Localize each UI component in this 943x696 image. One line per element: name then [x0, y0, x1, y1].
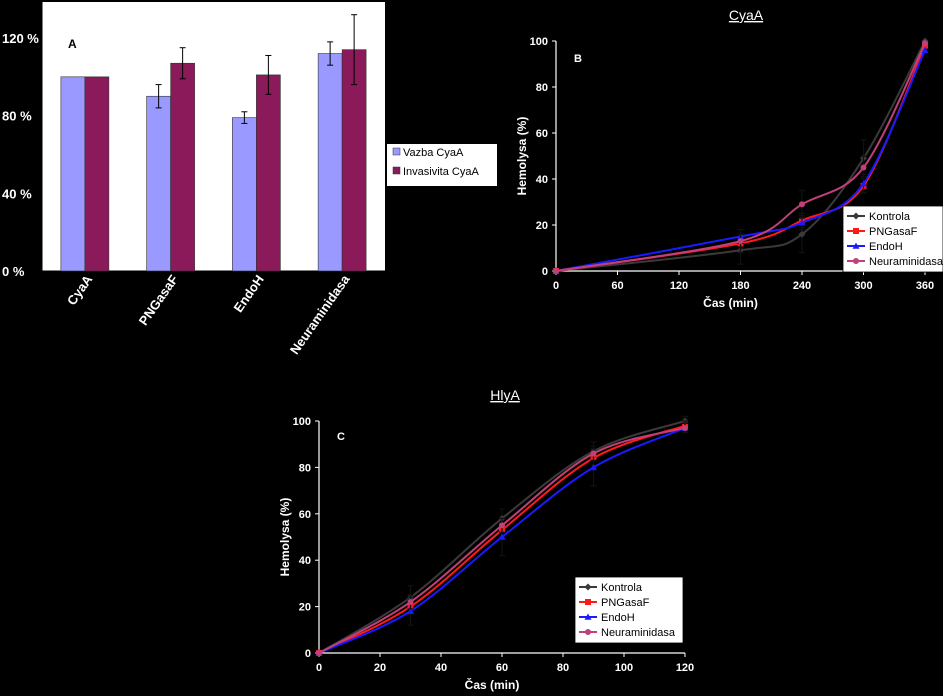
- y-tick-label: 20: [536, 220, 548, 232]
- bar-invasivita-cyaa-cyaa: [84, 76, 110, 272]
- bar-invasivita-cyaa-pngasaf: [170, 62, 195, 272]
- bar-vazba-cyaa-endoh: [232, 117, 257, 272]
- legend-swatch-invasivita-cyaa: [392, 166, 401, 175]
- x-tick-label: 0: [553, 280, 559, 292]
- y-tick-label: 40: [299, 555, 311, 567]
- marker-endoh: [407, 607, 414, 615]
- legend-marker-kontrola: [852, 212, 860, 220]
- legend-label-pngasaf: PNGasaF: [601, 597, 650, 609]
- panel-label: C: [337, 431, 345, 443]
- panel-label: B: [574, 53, 582, 65]
- panel-label: A: [68, 37, 77, 51]
- marker-neuraminidasa: [737, 238, 744, 245]
- y-tick-label: 120 %: [2, 31, 39, 46]
- marker-endoh: [860, 180, 867, 187]
- x-tick-label: 360: [916, 280, 934, 292]
- y-tick-label: 80: [536, 82, 548, 94]
- y-tick-label: 100: [293, 416, 311, 428]
- x-axis-label: Čas (min): [703, 295, 758, 310]
- legend-swatch-vazba-cyaa: [392, 147, 401, 156]
- x-tick-label: 60: [611, 280, 623, 292]
- bar-vazba-cyaa-cyaa: [60, 76, 86, 272]
- marker-kontrola: [798, 230, 806, 238]
- marker-neuraminidasa: [590, 450, 597, 457]
- x-tick-label: 180: [731, 280, 749, 292]
- y-tick-label: 100: [530, 36, 548, 48]
- legend-marker-neuraminidasa: [853, 258, 859, 264]
- bar-vazba-cyaa-pngasaf: [146, 95, 171, 272]
- legend-label-neuraminidasa: Neuraminidasa: [869, 256, 943, 268]
- y-tick-label: 0 %: [2, 264, 25, 279]
- x-tick-label: 120: [670, 280, 688, 292]
- x-tick-label: 0: [316, 662, 322, 674]
- legend-label-pngasaf: PNGasaF: [869, 226, 918, 238]
- legend-label-vazba-cyaa: Vazba CyaA: [403, 147, 464, 159]
- bar-invasivita-cyaa-neuraminidasa: [341, 49, 367, 272]
- x-tick-label: 80: [557, 662, 569, 674]
- y-tick-label: 0: [305, 648, 311, 660]
- marker-neuraminidasa: [316, 650, 322, 656]
- y-tick-label: 80 %: [2, 109, 32, 124]
- legend-label-endoh: EndoH: [869, 241, 903, 253]
- x-tick-label: 40: [435, 662, 447, 674]
- x-tick-label: 60: [496, 662, 508, 674]
- x-tick-label-cyaa: CyaA: [64, 272, 96, 308]
- legend-marker-pngasaf: [853, 228, 859, 234]
- panel-a-legend-background: [387, 144, 497, 186]
- marker-neuraminidasa: [922, 40, 928, 47]
- y-tick-label: 40: [536, 174, 548, 186]
- legend-marker-neuraminidasa: [585, 629, 591, 635]
- marker-endoh: [498, 533, 506, 540]
- legend-marker-kontrola: [584, 583, 592, 591]
- y-tick-label: 60: [536, 128, 548, 140]
- x-tick-label: 120: [676, 662, 694, 674]
- x-tick-label: 100: [615, 662, 633, 674]
- y-tick-label: 60: [299, 509, 311, 521]
- marker-neuraminidasa: [407, 598, 414, 605]
- bar-vazba-cyaa-neuraminidasa: [317, 53, 343, 272]
- bar-invasivita-cyaa-endoh: [256, 74, 281, 272]
- marker-neuraminidasa: [682, 424, 688, 431]
- marker-neuraminidasa: [860, 164, 867, 171]
- x-tick-label: 20: [374, 662, 386, 674]
- x-tick-label: 240: [793, 280, 811, 292]
- x-tick-label-neuraminidasa: Neuraminidasa: [287, 271, 353, 357]
- panel-a-bar-chart: 0 % 40 % 80 % 120 % A CyaA PNGasaF EndoH Neurami…: [2, 2, 479, 357]
- y-axis-label: Hemolysa (%): [515, 117, 529, 196]
- legend-label-kontrola: Kontrola: [601, 582, 643, 594]
- legend-marker-endoh: [852, 242, 860, 249]
- x-tick-label-pngasaf: PNGasaF: [136, 272, 181, 328]
- marker-neuraminidasa: [799, 201, 805, 208]
- x-tick-label-endoh: EndoH: [231, 272, 267, 315]
- x-axis-label: Čas (min): [465, 677, 520, 692]
- y-tick-label: 20: [299, 602, 311, 614]
- chart-title: CyaA: [729, 7, 764, 23]
- y-tick-label: 80: [299, 462, 311, 474]
- marker-endoh: [798, 219, 806, 226]
- chart-title: HlyA: [490, 387, 520, 403]
- legend-label-invasivita-cyaa: Invasivita CyaA: [403, 166, 479, 178]
- x-tick-label: 300: [854, 280, 872, 292]
- panel-b-cyaa-line-chart: CyaA 0 20 40 60 80 100 0 60 120 180 240 300 360 Čas (m…: [515, 7, 943, 310]
- marker-endoh: [921, 46, 929, 53]
- legend-marker-pngasaf: [585, 599, 591, 605]
- marker-neuraminidasa: [499, 522, 505, 529]
- y-tick-label: 0: [542, 266, 548, 278]
- marker-neuraminidasa: [553, 268, 559, 274]
- y-axis-label: Hemolysa (%): [278, 498, 292, 577]
- legend-label-kontrola: Kontrola: [869, 211, 911, 223]
- panel-c-hlya-line-chart: HlyA 0 20 40 60 80 100 0 20 40 60 80 100 120 Čas (min)…: [278, 387, 694, 692]
- legend-label-endoh: EndoH: [601, 612, 635, 624]
- y-tick-label: 40 %: [2, 186, 32, 201]
- legend-label-neuraminidasa: Neuraminidasa: [601, 627, 676, 639]
- legend-marker-endoh: [584, 613, 592, 620]
- marker-endoh: [590, 463, 597, 471]
